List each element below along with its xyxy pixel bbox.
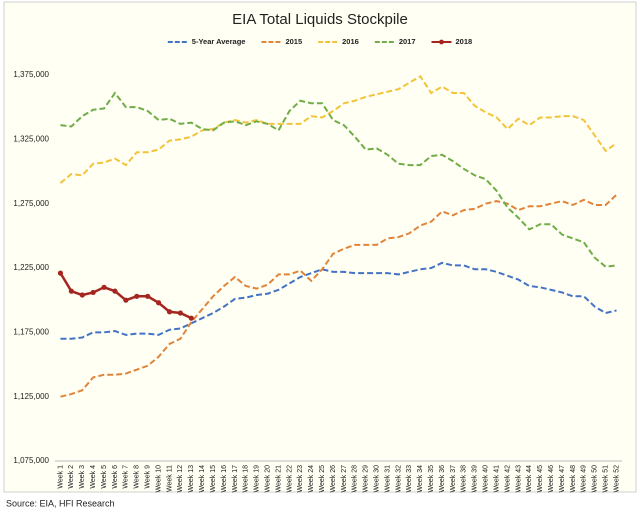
x-tick-label: Week 45: [537, 465, 544, 493]
x-tick-label: Week 8: [134, 465, 141, 489]
series-marker: [177, 310, 183, 316]
x-tick-label: Week 28: [352, 465, 359, 493]
x-tick-label: Week 1: [57, 465, 64, 489]
series-marker: [68, 288, 74, 294]
x-tick-label: Week 25: [319, 465, 326, 493]
x-tick-label: Week 26: [330, 465, 337, 493]
x-tick-label: Week 12: [177, 465, 184, 493]
y-tick-label: 1,075,000: [13, 456, 49, 465]
x-tick-label: Week 47: [559, 465, 566, 493]
legend-marker: [439, 39, 444, 45]
x-tick-label: Week 49: [581, 465, 588, 493]
series-marker: [57, 270, 64, 276]
series-marker: [145, 293, 151, 299]
chart-frame: [3, 1, 637, 493]
x-tick-label: Week 7: [123, 465, 130, 489]
x-tick-label: Week 43: [515, 465, 522, 493]
series-marker: [166, 309, 173, 315]
x-tick-label: Week 22: [286, 465, 293, 493]
legend-label: 2015: [285, 37, 302, 46]
x-tick-label: Week 5: [101, 465, 108, 489]
x-tick-label: Week 9: [145, 465, 152, 489]
x-tick-label: Week 52: [613, 465, 620, 493]
series-marker: [112, 288, 118, 294]
series-line: [60, 193, 618, 398]
x-tick-label: Week 46: [548, 465, 555, 493]
x-tick-label: Week 4: [90, 465, 97, 489]
x-tick-label: Week 16: [221, 465, 228, 493]
x-tick-label: Week 14: [199, 465, 206, 493]
y-tick-label: 1,275,000: [13, 199, 49, 208]
x-tick-label: Week 48: [570, 465, 577, 493]
x-tick-label: Week 15: [210, 465, 217, 493]
series-line: [59, 74, 618, 184]
x-tick-label: Week 39: [472, 465, 479, 493]
x-tick-label: Week 51: [602, 465, 609, 493]
legend-label: 2016: [342, 37, 359, 46]
x-tick-label: Week 50: [592, 465, 599, 493]
x-tick-label: Week 40: [483, 465, 490, 493]
y-tick-label: 1,225,000: [13, 263, 49, 272]
x-tick-label: Week 27: [341, 465, 348, 493]
x-tick-label: Week 2: [68, 465, 75, 489]
x-tick-label: Week 34: [417, 465, 424, 493]
x-tick-label: Week 17: [232, 465, 239, 493]
legend-label: 2017: [399, 37, 416, 46]
x-tick-label: Week 20: [264, 465, 271, 493]
series-marker: [79, 292, 85, 298]
x-tick-label: Week 13: [188, 465, 195, 493]
x-tick-label: Week 18: [243, 465, 250, 493]
y-tick-label: 1,125,000: [13, 392, 49, 401]
y-tick-label: 1,325,000: [13, 134, 49, 143]
legend-label: 2018: [456, 37, 473, 46]
x-tick-label: Week 31: [384, 465, 391, 493]
source-note: Source: EIA, HFI Research: [6, 498, 115, 508]
x-tick-label: Week 35: [428, 465, 435, 493]
x-tick-label: Week 44: [526, 465, 533, 493]
x-tick-label: Week 30: [374, 465, 381, 493]
x-tick-label: Week 29: [363, 465, 370, 493]
x-tick-label: Week 11: [166, 465, 173, 492]
x-tick-label: Week 6: [112, 465, 119, 489]
series-marker: [188, 315, 194, 321]
legend: 5-Year Average 2015 2016 2017 2018: [167, 37, 473, 46]
x-tick-label: Week 37: [450, 465, 457, 493]
series-marker: [123, 297, 129, 303]
series-line: [60, 91, 617, 268]
x-tick-label: Week 42: [504, 465, 511, 493]
x-tick-label: Week 36: [439, 465, 446, 493]
x-tick-label: Week 32: [395, 465, 402, 493]
x-tick-label: Week 24: [308, 465, 315, 493]
x-tick-label: Week 10: [155, 465, 162, 493]
chart-title: EIA Total Liquids Stockpile: [232, 11, 408, 28]
series-marker: [90, 289, 96, 296]
x-tick-label: Week 41: [493, 465, 500, 493]
x-tick-label: Week 38: [461, 465, 468, 493]
x-tick-label: Week 23: [297, 465, 304, 493]
y-tick-label: 1,175,000: [13, 327, 49, 336]
legend-label: 5-Year Average: [192, 37, 246, 46]
x-tick-label: Week 3: [79, 465, 86, 489]
x-tick-label: Week 19: [254, 465, 261, 493]
x-tick-label: Week 33: [406, 465, 413, 493]
series-marker: [155, 300, 162, 306]
series-marker: [134, 293, 140, 299]
y-tick-label: 1,375,000: [13, 70, 49, 79]
x-tick-label: Week 21: [275, 465, 282, 493]
series-marker: [101, 284, 107, 290]
series-line: [60, 261, 617, 340]
